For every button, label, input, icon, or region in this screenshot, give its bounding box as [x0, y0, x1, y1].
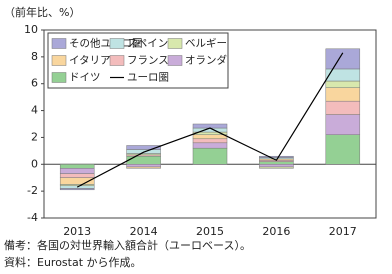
note: 資料：Eurostat から作成。	[4, 255, 142, 269]
bar-segment	[126, 149, 161, 154]
legend-swatch	[109, 55, 125, 66]
bar-segment	[192, 134, 228, 140]
bar-segment	[325, 48, 361, 70]
legend-label: オランダ	[185, 54, 227, 67]
y-tick-label: 2	[31, 130, 38, 143]
plot-frame	[43, 29, 377, 219]
y-tick-label: -2	[27, 184, 38, 197]
bar-segment	[192, 147, 228, 165]
bar-segment	[126, 166, 161, 169]
legend-label: フランス	[127, 55, 169, 67]
legend-swatch	[167, 38, 183, 49]
x-tick-label: 2015	[196, 225, 224, 238]
bar-segment	[126, 145, 161, 150]
bar-segment	[259, 164, 294, 168]
y-tick-label: 0	[31, 157, 38, 170]
y-tick-label: 10	[24, 23, 38, 36]
bar-segment	[259, 166, 294, 169]
x-tick-label: 2017	[329, 225, 357, 238]
y-tick-label: 8	[31, 50, 38, 63]
x-tick-label: 2013	[63, 225, 91, 238]
bar-segment	[59, 164, 95, 169]
bar-segment	[259, 155, 294, 158]
legend-label: イタリア	[69, 55, 111, 67]
bar-segment	[192, 142, 228, 149]
legend-label: ドイツ	[69, 72, 101, 84]
bar-segment	[325, 134, 361, 165]
bar-segment	[126, 155, 161, 165]
bar-segment	[325, 68, 361, 82]
legend-label: ベルギー	[185, 38, 227, 50]
y-tick-label: 4	[31, 104, 38, 117]
bar-segment	[59, 173, 95, 178]
bar-segment	[325, 87, 361, 102]
legend-swatch	[51, 72, 67, 83]
y-axis-label: （前年比、%）	[4, 5, 80, 19]
legend-label: ユーロ圏	[127, 72, 169, 84]
legend-swatch	[51, 55, 67, 66]
bar-segment	[325, 80, 361, 88]
x-tick-label: 2014	[130, 225, 158, 238]
legend-swatch	[167, 55, 183, 66]
legend-swatch	[51, 38, 67, 49]
bar-segment	[59, 168, 95, 174]
bar-segment	[126, 164, 161, 168]
line	[76, 52, 344, 188]
bar-segment	[325, 114, 361, 135]
y-tick-label: -4	[27, 211, 38, 224]
legend-swatch	[109, 38, 125, 49]
x-tick-label: 2016	[262, 225, 290, 238]
bar-segment	[59, 188, 95, 191]
bar-segment	[192, 138, 228, 144]
legend-box	[47, 32, 229, 89]
legend-label: スペイン	[127, 38, 168, 50]
bar-segment	[325, 100, 361, 115]
y-tick-label: 6	[31, 77, 38, 90]
bar-segment	[259, 161, 294, 165]
note: 備考：各国の対世界輸入額合計（ユーロベース）。	[4, 238, 251, 252]
